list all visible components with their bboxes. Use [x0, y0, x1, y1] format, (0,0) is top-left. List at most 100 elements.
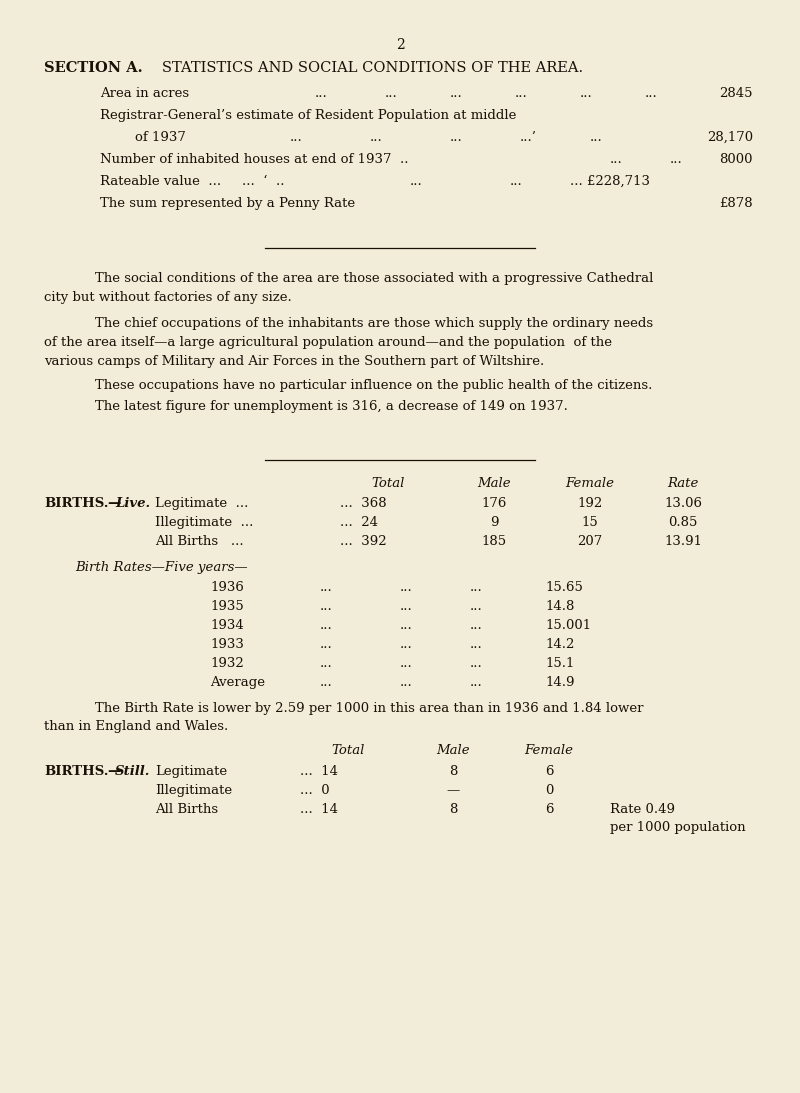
Text: ... £228,713: ... £228,713: [570, 175, 650, 188]
Text: Female: Female: [525, 744, 574, 757]
Text: 1936: 1936: [210, 581, 244, 593]
Text: ...: ...: [400, 600, 413, 613]
Text: ...: ...: [470, 675, 482, 689]
Text: 14.2: 14.2: [545, 638, 574, 651]
Text: 8: 8: [449, 765, 457, 778]
Text: various camps of Military and Air Forces in the Southern part of Wiltshire.: various camps of Military and Air Forces…: [44, 355, 544, 368]
Text: 2: 2: [396, 38, 404, 52]
Text: Legitimate: Legitimate: [155, 765, 227, 778]
Text: 15.65: 15.65: [545, 581, 583, 593]
Text: ...: ...: [470, 638, 482, 651]
Text: 1933: 1933: [210, 638, 244, 651]
Text: The chief occupations of the inhabitants are those which supply the ordinary nee: The chief occupations of the inhabitants…: [95, 317, 653, 330]
Text: ...: ...: [470, 600, 482, 613]
Text: Number of inhabited houses at end of 1937  ..: Number of inhabited houses at end of 193…: [100, 153, 409, 166]
Text: 15: 15: [582, 516, 598, 529]
Text: ...: ...: [320, 638, 333, 651]
Text: Illegitimate: Illegitimate: [155, 784, 232, 797]
Text: ...: ...: [645, 87, 658, 99]
Text: Live.: Live.: [115, 497, 150, 510]
Text: Male: Male: [477, 477, 511, 490]
Text: ...  24: ... 24: [340, 516, 378, 529]
Text: The sum represented by a Penny Rate: The sum represented by a Penny Rate: [100, 197, 355, 210]
Text: STATISTICS AND SOCIAL CONDITIONS OF THE AREA.: STATISTICS AND SOCIAL CONDITIONS OF THE …: [148, 61, 583, 75]
Text: Average: Average: [210, 675, 265, 689]
Text: ...  368: ... 368: [340, 497, 386, 510]
Text: ...  0: ... 0: [300, 784, 330, 797]
Text: 1932: 1932: [210, 657, 244, 670]
Text: ...: ...: [670, 153, 682, 166]
Text: 185: 185: [482, 534, 506, 548]
Text: 2845: 2845: [719, 87, 753, 99]
Text: BIRTHS.: BIRTHS.: [44, 497, 109, 510]
Text: 192: 192: [578, 497, 602, 510]
Text: Area in acres: Area in acres: [100, 87, 189, 99]
Text: ...: ...: [470, 619, 482, 632]
Text: 0: 0: [545, 784, 553, 797]
Text: —: —: [107, 765, 120, 778]
Text: All Births   ...: All Births ...: [155, 534, 244, 548]
Text: 0.85: 0.85: [668, 516, 698, 529]
Text: ...: ...: [400, 619, 413, 632]
Text: Rate 0.49: Rate 0.49: [610, 803, 675, 816]
Text: All Births: All Births: [155, 803, 218, 816]
Text: 15.001: 15.001: [545, 619, 591, 632]
Text: ...  14: ... 14: [300, 765, 338, 778]
Text: ...: ...: [470, 657, 482, 670]
Text: 176: 176: [482, 497, 506, 510]
Text: 15.1: 15.1: [545, 657, 574, 670]
Text: 1934: 1934: [210, 619, 244, 632]
Text: ...’: ...’: [520, 131, 537, 144]
Text: —: —: [107, 497, 120, 510]
Text: 8: 8: [449, 803, 457, 816]
Text: ...: ...: [580, 87, 593, 99]
Text: 8000: 8000: [719, 153, 753, 166]
Text: Illegitimate  ...: Illegitimate ...: [155, 516, 254, 529]
Text: The social conditions of the area are those associated with a progressive Cathed: The social conditions of the area are th…: [95, 272, 654, 285]
Text: —: —: [446, 784, 460, 797]
Text: ...: ...: [510, 175, 522, 188]
Text: ...: ...: [320, 600, 333, 613]
Text: ...: ...: [410, 175, 422, 188]
Text: per 1000 population: per 1000 population: [610, 821, 746, 834]
Text: ...: ...: [450, 131, 462, 144]
Text: 13.91: 13.91: [664, 534, 702, 548]
Text: ...: ...: [315, 87, 328, 99]
Text: Birth Rates—Five years—: Birth Rates—Five years—: [75, 561, 248, 574]
Text: Registrar-General’s estimate of Resident Population at middle: Registrar-General’s estimate of Resident…: [100, 109, 516, 122]
Text: 1935: 1935: [210, 600, 244, 613]
Text: ...: ...: [320, 657, 333, 670]
Text: of the area itself—a large agricultural population around—and the population  of: of the area itself—a large agricultural …: [44, 336, 612, 349]
Text: ...: ...: [515, 87, 528, 99]
Text: ...: ...: [320, 581, 333, 593]
Text: Still.: Still.: [115, 765, 150, 778]
Text: 14.8: 14.8: [545, 600, 574, 613]
Text: ...: ...: [400, 638, 413, 651]
Text: ...  392: ... 392: [340, 534, 386, 548]
Text: ...: ...: [385, 87, 398, 99]
Text: ...: ...: [400, 657, 413, 670]
Text: Legitimate  ...: Legitimate ...: [155, 497, 248, 510]
Text: These occupations have no particular influence on the public health of the citiz: These occupations have no particular inf…: [95, 379, 652, 392]
Text: ...: ...: [590, 131, 602, 144]
Text: Male: Male: [436, 744, 470, 757]
Text: Total: Total: [331, 744, 365, 757]
Text: 207: 207: [578, 534, 602, 548]
Text: ...: ...: [320, 675, 333, 689]
Text: ...: ...: [290, 131, 302, 144]
Text: than in England and Wales.: than in England and Wales.: [44, 720, 228, 733]
Text: 6: 6: [545, 803, 554, 816]
Text: city but without factories of any size.: city but without factories of any size.: [44, 291, 292, 304]
Text: BIRTHS.: BIRTHS.: [44, 765, 109, 778]
Text: 6: 6: [545, 765, 554, 778]
Text: Rate: Rate: [667, 477, 698, 490]
Text: ...: ...: [450, 87, 462, 99]
Text: ...: ...: [370, 131, 382, 144]
Text: ...  14: ... 14: [300, 803, 338, 816]
Text: 9: 9: [490, 516, 498, 529]
Text: Female: Female: [566, 477, 614, 490]
Text: ...  ‘  ..: ... ‘ ..: [242, 175, 285, 188]
Text: The Birth Rate is lower by 2.59 per 1000 in this area than in 1936 and 1.84 lowe: The Birth Rate is lower by 2.59 per 1000…: [95, 702, 643, 715]
Text: Total: Total: [371, 477, 405, 490]
Text: ...: ...: [400, 675, 413, 689]
